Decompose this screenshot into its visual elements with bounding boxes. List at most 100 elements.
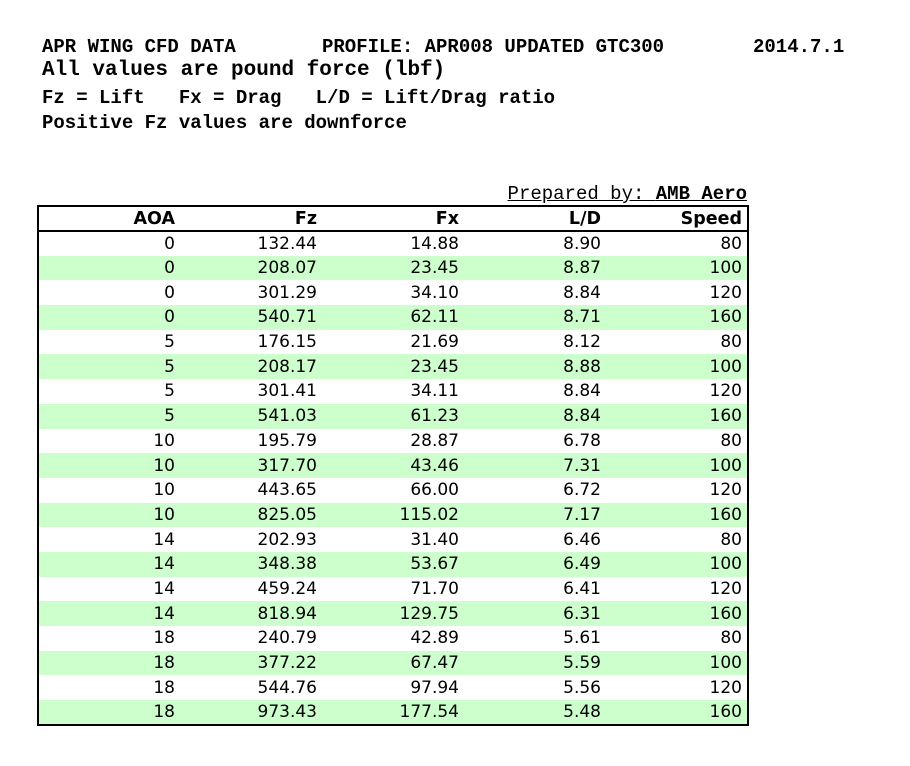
table-cell: 129.75 — [399, 603, 459, 624]
table-cell: 14 — [153, 578, 175, 599]
table-cell: 6.49 — [563, 554, 601, 575]
table-cell: 31.40 — [410, 529, 459, 550]
table-cell: 100 — [709, 653, 742, 674]
table-cell: 18 — [153, 701, 175, 722]
table-cell: 21.69 — [410, 332, 459, 353]
table-cell: 10 — [153, 430, 175, 451]
table-cell: 317.70 — [257, 455, 317, 476]
column-header: AOA — [38, 206, 180, 232]
table-header-row: AOA Fz Fx L/D Speed — [38, 206, 748, 232]
cfd-data-table: AOA Fz Fx L/D Speed 0 132.44 14.88 8.90 80 0 208.0… — [37, 205, 749, 726]
table-cell: 18 — [153, 653, 175, 674]
table-cell: 8.88 — [563, 356, 601, 377]
table-cell: 120 — [709, 381, 742, 402]
table-cell: 176.15 — [257, 332, 317, 353]
table-cell: 100 — [709, 356, 742, 377]
legend-note: Fz = Lift Fx = Drag L/D = Lift/Drag rati… — [42, 87, 556, 109]
table-row: 14 348.38 53.67 6.49 100 — [38, 551, 748, 577]
table-cell: 5.56 — [563, 677, 601, 698]
table-cell: 53.67 — [410, 554, 459, 575]
table-cell: 120 — [709, 677, 742, 698]
table-cell: 348.38 — [257, 554, 317, 575]
table-cell: 0 — [164, 282, 175, 303]
table-cell: 160 — [709, 504, 742, 525]
column-header: L/D — [464, 206, 606, 232]
table-cell: 195.79 — [257, 430, 317, 451]
table-row: 14 202.93 31.40 6.46 80 — [38, 527, 748, 552]
table-row: 5 208.17 23.45 8.88 100 — [38, 354, 748, 380]
table-cell: 825.05 — [257, 504, 317, 525]
table-cell: 120 — [709, 282, 742, 303]
table-cell: 80 — [720, 332, 742, 353]
table-cell: 160 — [709, 307, 742, 328]
table-cell: 34.11 — [410, 381, 459, 402]
table-cell: 10 — [153, 455, 175, 476]
profile-info: PROFILE: APR008 UPDATED GTC300 — [322, 36, 665, 58]
table-cell: 6.72 — [563, 480, 601, 501]
table-cell: 5 — [164, 332, 175, 353]
table-cell: 5 — [164, 406, 175, 427]
table-cell: 443.65 — [257, 480, 317, 501]
table-cell: 42.89 — [410, 628, 459, 649]
table-cell: 80 — [720, 430, 742, 451]
table-cell: 10 — [153, 504, 175, 525]
table-cell: 6.78 — [563, 430, 601, 451]
downforce-note: Positive Fz values are downforce — [42, 112, 407, 134]
table-cell: 6.46 — [563, 529, 601, 550]
table-cell: 71.70 — [410, 578, 459, 599]
table-cell: 100 — [709, 258, 742, 279]
table-cell: 132.44 — [257, 233, 317, 254]
table-cell: 160 — [709, 701, 742, 722]
table-cell: 80 — [720, 529, 742, 550]
table-cell: 5 — [164, 381, 175, 402]
column-header: Fz — [180, 206, 322, 232]
table-cell: 8.84 — [563, 282, 601, 303]
table-cell: 818.94 — [257, 603, 317, 624]
table-row: 0 301.29 34.10 8.84 120 — [38, 280, 748, 306]
table-cell: 100 — [709, 455, 742, 476]
table-cell: 208.07 — [257, 258, 317, 279]
table-cell: 177.54 — [399, 701, 459, 722]
units-note: All values are pound force (lbf) — [42, 59, 446, 82]
table-cell: 80 — [720, 628, 742, 649]
table-cell: 66.00 — [410, 480, 459, 501]
table-cell: 62.11 — [410, 307, 459, 328]
column-header: Speed — [606, 206, 748, 232]
prepared-by-line: Prepared by: AMB Aero — [37, 183, 747, 205]
table-cell: 80 — [720, 233, 742, 254]
table-cell: 0 — [164, 233, 175, 254]
report-title: APR WING CFD DATA — [42, 36, 236, 58]
table-cell: 67.47 — [410, 653, 459, 674]
table-row: 10 317.70 43.46 7.31 100 — [38, 453, 748, 478]
table-cell: 8.87 — [563, 258, 601, 279]
table-cell: 18 — [153, 677, 175, 698]
table-row: 10 195.79 28.87 6.78 80 — [38, 428, 748, 454]
table-cell: 100 — [709, 554, 742, 575]
table-row: 18 377.22 67.47 5.59 100 — [38, 650, 748, 676]
table-cell: 120 — [709, 480, 742, 501]
table-cell: 5.48 — [563, 701, 601, 722]
table-row: 0 132.44 14.88 8.90 80 — [38, 231, 748, 256]
table-cell: 973.43 — [257, 701, 317, 722]
table-cell: 208.17 — [257, 356, 317, 377]
table-header: AOA Fz Fx L/D Speed — [38, 206, 748, 232]
table-cell: 14.88 — [410, 233, 459, 254]
prepared-by: Prepared by: AMB Aero — [508, 183, 747, 205]
table-cell: 18 — [153, 628, 175, 649]
table-cell: 43.46 — [410, 455, 459, 476]
table-cell: 23.45 — [410, 258, 459, 279]
table-cell: 10 — [153, 480, 175, 501]
table-cell: 120 — [709, 578, 742, 599]
table-row: 10 825.05 115.02 7.17 160 — [38, 502, 748, 528]
table-cell: 97.94 — [410, 677, 459, 698]
table-row: 18 240.79 42.89 5.61 80 — [38, 626, 748, 651]
table-cell: 540.71 — [257, 307, 317, 328]
table-cell: 34.10 — [410, 282, 459, 303]
table-cell: 7.31 — [563, 455, 601, 476]
table-cell: 23.45 — [410, 356, 459, 377]
table-cell: 14 — [153, 554, 175, 575]
table-cell: 202.93 — [257, 529, 317, 550]
table-cell: 301.29 — [257, 282, 317, 303]
table-cell: 14 — [153, 603, 175, 624]
